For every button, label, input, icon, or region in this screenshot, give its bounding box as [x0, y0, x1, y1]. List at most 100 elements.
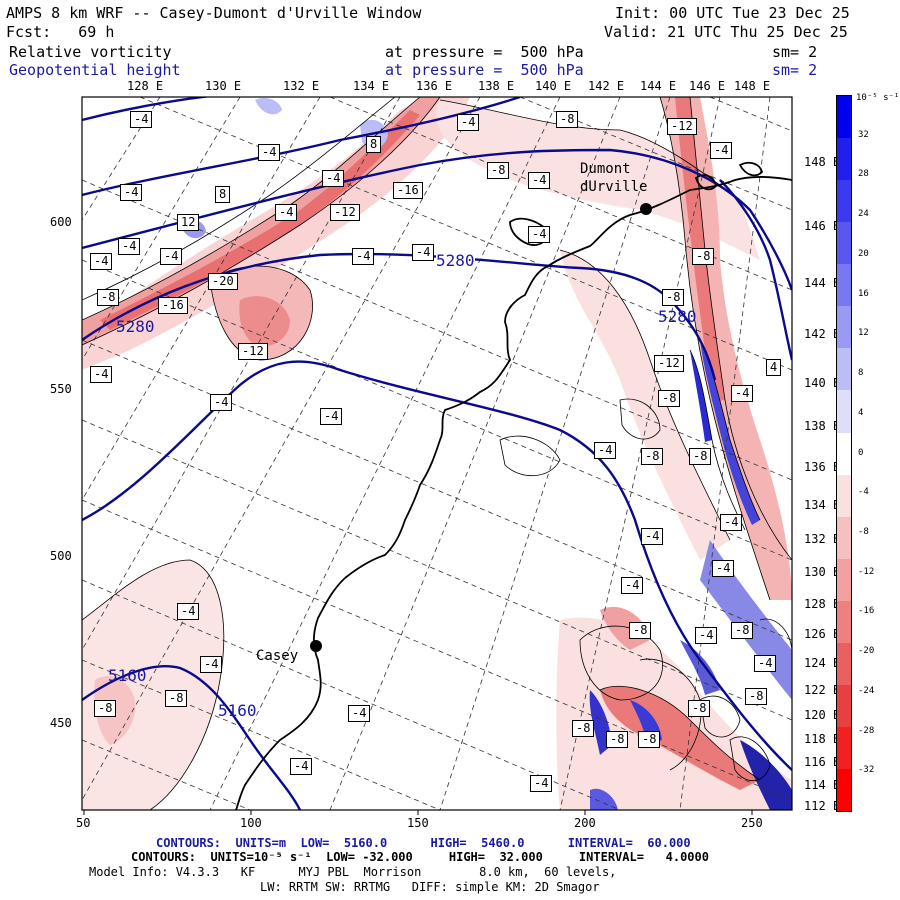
- right-lon-label: 144 E: [804, 276, 841, 290]
- colorbar-tick-label: 8: [858, 368, 864, 379]
- colorbar-swatch: [837, 138, 851, 181]
- vorticity-label: 4: [766, 359, 782, 376]
- colorbar-tick-label: 12: [858, 328, 869, 339]
- right-lon-label: 118 E: [804, 732, 841, 746]
- x-axis-ticks: [83, 810, 753, 815]
- footer-height-contours: CONTOURS: UNITS=m LOW= 5160.0 HIGH= 5460…: [156, 836, 691, 850]
- colorbar-swatch: [837, 726, 851, 769]
- vorticity-label: -8: [97, 289, 120, 306]
- vorticity-label: -8: [606, 731, 629, 748]
- vorticity-label: -12: [330, 204, 360, 221]
- colorbar-tick-label: 24: [858, 209, 869, 220]
- vorticity-label: -4: [594, 442, 617, 459]
- colorbar-swatch: [837, 390, 851, 433]
- vorticity-label: -8: [658, 390, 681, 407]
- vorticity-label: -8: [629, 622, 652, 639]
- colorbar-swatch: [837, 180, 851, 223]
- vorticity-label: -4: [352, 248, 375, 265]
- vorticity-label: -8: [165, 690, 188, 707]
- vorticity-label: -8: [731, 622, 754, 639]
- x-tick-label: 250: [741, 816, 763, 830]
- vorticity-label: -4: [90, 253, 113, 270]
- station-marker-casey: [310, 640, 322, 652]
- right-lon-label: 142 E: [804, 327, 841, 341]
- colorbar-tick-label: -20: [858, 646, 875, 657]
- colorbar-swatch: [837, 264, 851, 307]
- x-tick-label: 200: [574, 816, 596, 830]
- colorbar-tick-label: -28: [858, 725, 875, 736]
- vorticity-label: 8: [366, 136, 382, 153]
- vorticity-label: -12: [667, 118, 697, 135]
- height-label: 5280: [436, 251, 475, 270]
- colorbar-swatch: [837, 96, 851, 139]
- vorticity-label: -8: [556, 111, 579, 128]
- x-tick-label: 150: [407, 816, 429, 830]
- vorticity-label: -16: [393, 182, 423, 199]
- vorticity-label: -8: [641, 448, 664, 465]
- vorticity-label: -4: [348, 705, 371, 722]
- right-lon-label: 132 E: [804, 532, 841, 546]
- colorbar-tick-label: -24: [858, 685, 875, 696]
- colorbar-unit: 10⁻⁵ s⁻¹: [856, 93, 900, 103]
- right-lon-label: 146 E: [804, 219, 841, 233]
- top-lon-label: 144 E: [640, 79, 677, 93]
- vorticity-label: -4: [412, 244, 435, 261]
- vorticity-label: -4: [200, 656, 223, 673]
- vorticity-label: -4: [695, 627, 718, 644]
- y-tick-label: 600: [50, 215, 72, 229]
- right-lon-label: 130 E: [804, 565, 841, 579]
- right-lon-label: 122 E: [804, 683, 841, 697]
- right-lon-label: 136 E: [804, 460, 841, 474]
- field2-smooth: sm= 2: [772, 61, 818, 79]
- vorticity-label: -4: [457, 114, 480, 131]
- right-lon-label: 128 E: [804, 597, 841, 611]
- right-lon-label: 138 E: [804, 419, 841, 433]
- top-lon-label: 134 E: [353, 79, 390, 93]
- vorticity-label: -16: [158, 297, 188, 314]
- vorticity-label: -8: [689, 448, 712, 465]
- vorticity-label: -8: [688, 700, 711, 717]
- footer-physics-info: LW: RRTM SW: RRTMG DIFF: simple KM: 2D S…: [260, 880, 600, 894]
- colorbar-swatch: [837, 474, 851, 517]
- field1-name: Relative vorticity: [9, 43, 172, 61]
- right-lon-label: 116 E: [804, 755, 841, 769]
- vorticity-label: -4: [731, 385, 754, 402]
- top-lon-label: 140 E: [535, 79, 572, 93]
- vorticity-label: -20: [208, 273, 238, 290]
- vorticity-label: -4: [530, 775, 553, 792]
- colorbar-swatch: [837, 222, 851, 265]
- colorbar-tick-label: -12: [858, 566, 875, 577]
- colorbar: [836, 95, 852, 812]
- top-lon-label: 146 E: [689, 79, 726, 93]
- top-lon-label: 138 E: [478, 79, 515, 93]
- forecast-hour: Fcst: 69 h: [6, 23, 115, 41]
- x-tick-label: 50: [76, 816, 91, 830]
- vorticity-label: -8: [487, 162, 510, 179]
- height-label: 5280: [658, 307, 697, 326]
- top-lon-label: 132 E: [283, 79, 320, 93]
- top-lon-label: 136 E: [416, 79, 453, 93]
- field2-name: Geopotential height: [9, 61, 181, 79]
- colorbar-tick-label: 0: [858, 447, 864, 458]
- map-fields: [82, 97, 792, 810]
- right-lon-label: 120 E: [804, 708, 841, 722]
- colorbar-tick-label: -8: [858, 526, 869, 537]
- colorbar-tick-label: -32: [858, 765, 875, 776]
- init-time: Init: 00 UTC Tue 23 Dec 25: [615, 4, 850, 22]
- height-label: 5160: [218, 701, 257, 720]
- colorbar-swatch: [837, 432, 851, 475]
- vorticity-label: -4: [320, 408, 343, 425]
- vorticity-label: -4: [258, 144, 281, 161]
- station-label-dumont: Dumont dUrville: [580, 161, 648, 195]
- vorticity-label: -12: [238, 343, 268, 360]
- height-label: 5280: [116, 317, 155, 336]
- vorticity-label: -4: [290, 758, 313, 775]
- footer-model-info: Model Info: V4.3.3 KF MYJ PBL Morrison 8…: [89, 865, 617, 879]
- colorbar-tick-label: -16: [858, 606, 875, 617]
- vorticity-label: -4: [641, 528, 664, 545]
- y-tick-label: 450: [50, 716, 72, 730]
- colorbar-tick-label: 32: [858, 129, 869, 140]
- vorticity-label: -8: [638, 731, 661, 748]
- vorticity-label: -4: [528, 226, 551, 243]
